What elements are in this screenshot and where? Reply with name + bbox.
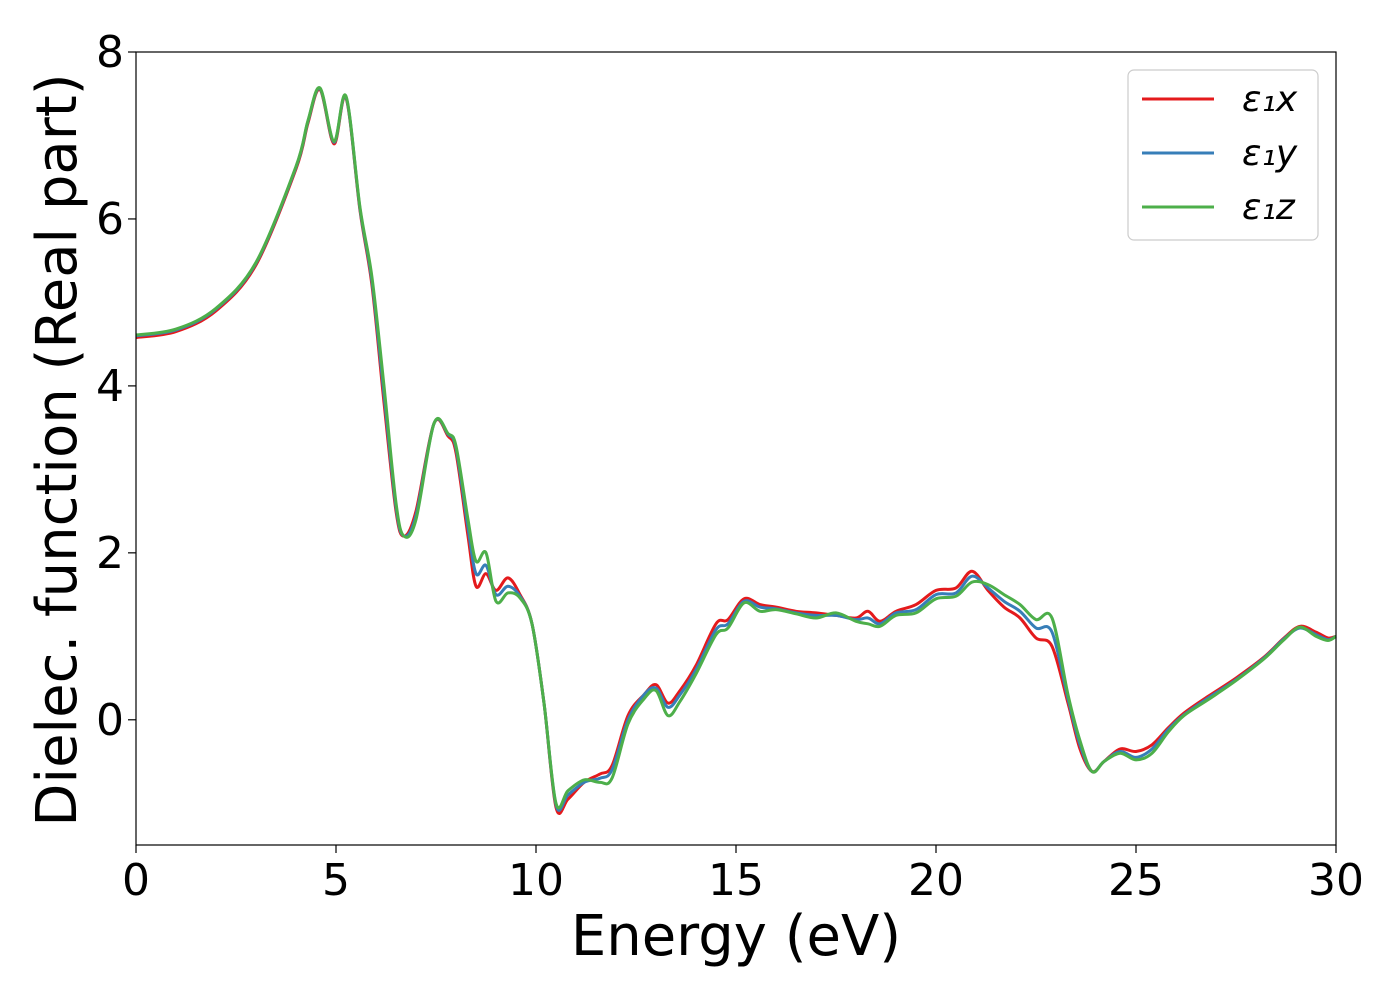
x-tick-label: 15: [708, 855, 764, 906]
legend-label-1: ε₁x: [1242, 79, 1298, 120]
x-tick-label: 30: [1308, 855, 1364, 906]
y-tick-label: 4: [96, 361, 124, 412]
plot-lines: [135, 86, 1337, 815]
x-axis-label: Energy (eV): [571, 904, 901, 969]
y-tick-label: 6: [96, 194, 124, 245]
x-tick-label: 20: [908, 855, 964, 906]
y-tick-label: 2: [96, 528, 124, 579]
legend: ε₁x ε₁y ε₁z: [1127, 69, 1319, 241]
x-tick-label: 0: [122, 855, 150, 906]
y-axis-label: Dielec. function (Real part): [25, 73, 90, 826]
x-tick-label: 25: [1108, 855, 1164, 906]
legend-label-2: ε₁y: [1242, 133, 1298, 174]
legend-frame: [1127, 69, 1319, 241]
legend-label-3: ε₁z: [1242, 187, 1296, 228]
y-tick-label: 8: [96, 27, 124, 78]
x-axis: 0 5 10 15 20 25 30: [122, 845, 1364, 906]
x-tick-label: 5: [322, 855, 350, 906]
x-tick-label: 10: [508, 855, 564, 906]
series-line-3: [135, 86, 1337, 810]
y-axis: 0 2 4 6 8: [96, 27, 136, 746]
y-tick-label: 0: [96, 695, 124, 746]
